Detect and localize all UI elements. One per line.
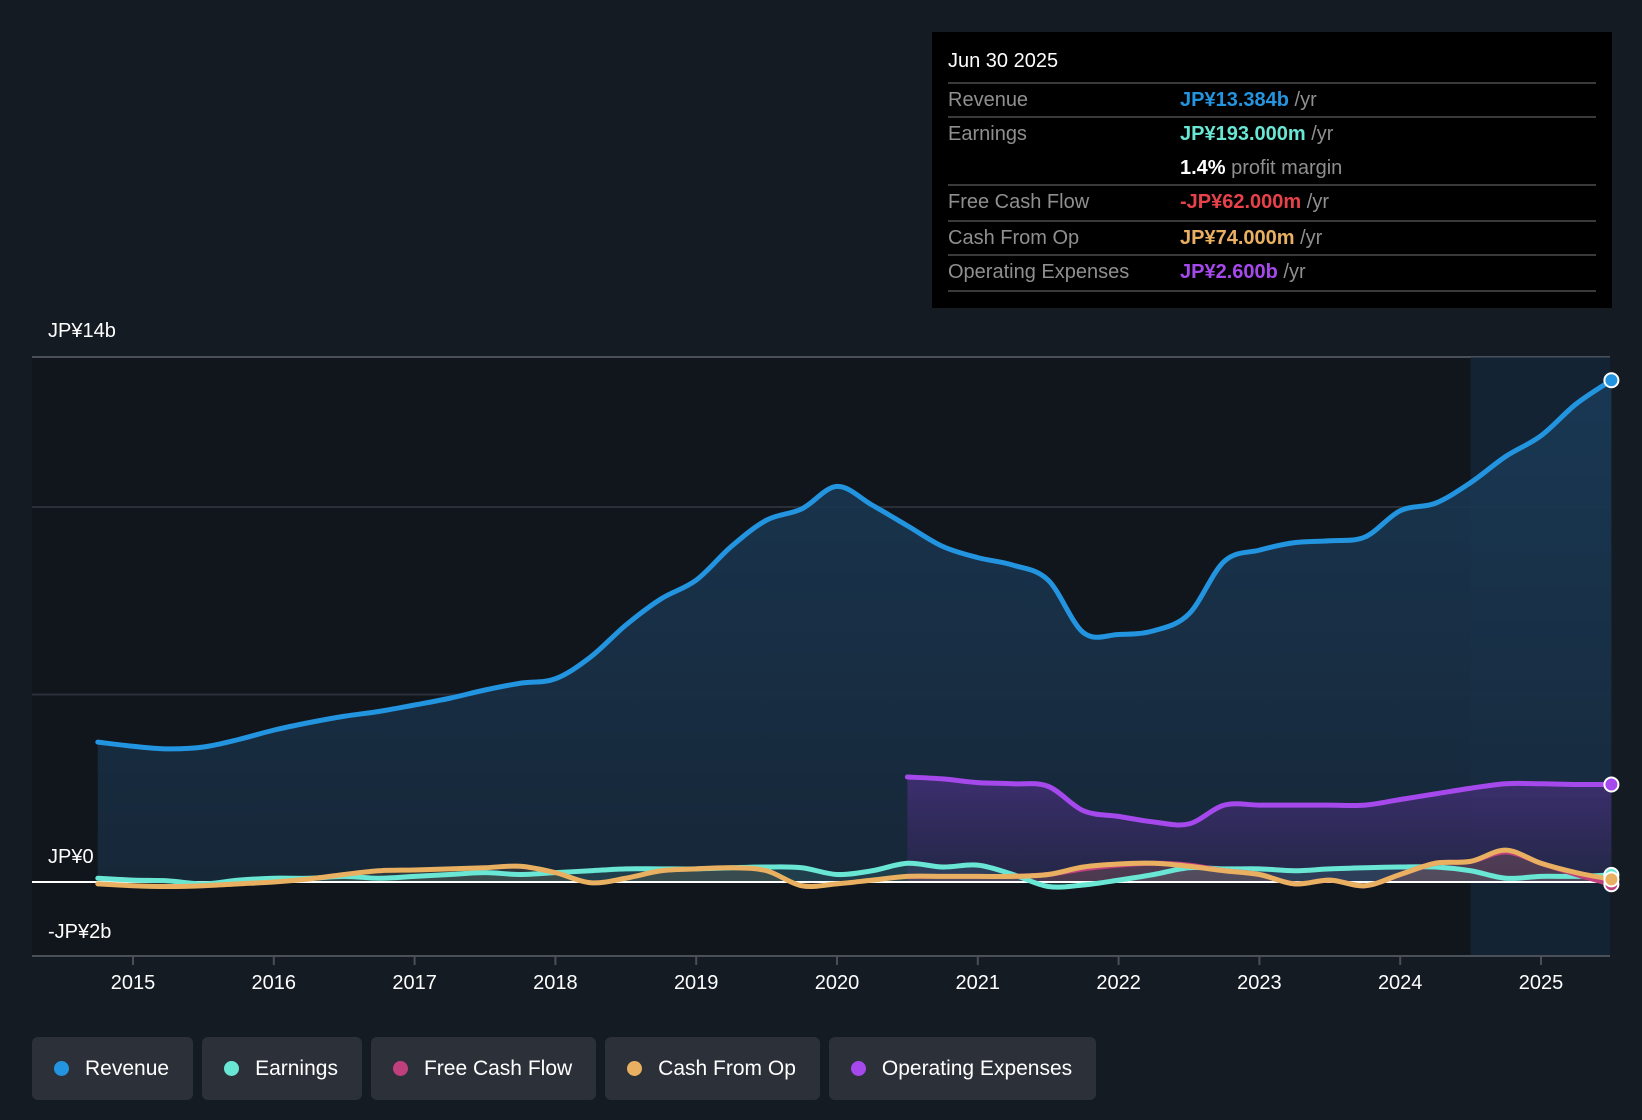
cash-from-op-dot-icon [627,1061,643,1076]
free-cash-flow-dot-icon [392,1061,408,1076]
legend-label: Operating Expenses [881,1056,1073,1080]
x-tick-label: 2015 [111,972,156,994]
tooltip-label: Earnings [948,123,1027,145]
operating-expenses-line [904,774,1614,828]
x-tick-label: 2022 [1096,972,1141,994]
tooltip-row-revenue: Revenue JP¥13.384b /yr [948,82,1596,118]
x-tick-label: 2025 [1519,972,1564,994]
x-tick-label: 2023 [1237,972,1282,994]
series-endpoints [1603,372,1620,893]
revenue-line [95,377,1614,752]
legend-label: Earnings [255,1056,338,1080]
legend-item-earnings[interactable]: Earnings [202,1037,362,1100]
operating-expenses-endpoint [1603,776,1620,793]
tooltip-row-opex: Operating Expenses JP¥2.600b /yr [948,254,1596,290]
tooltip-value: JP¥193.000m /yr [1180,123,1334,145]
series-lines [95,377,1614,890]
tooltip-row-earnings: Earnings JP¥193.000m /yr 1.4% profit mar… [948,116,1596,186]
tooltip-date: Jun 30 2025 [948,50,1059,72]
tooltip-profit-margin: 1.4% profit margin [1180,157,1343,179]
x-tick-label: 2018 [533,972,578,994]
tooltip-label: Cash From Op [948,227,1080,249]
revenue-area [97,380,1612,882]
x-tick-label: 2017 [392,972,437,994]
tooltip-value: JP¥13.384b /yr [1180,89,1317,111]
tooltip-value: -JP¥62.000m /yr [1180,191,1329,213]
data-tooltip: Jun 30 2025 Revenue JP¥13.384b /yr Earni… [932,32,1612,308]
free-cash-flow-area [907,851,1612,886]
operating-expenses-area [907,777,1612,882]
cash-from-op-endpoint [1603,871,1620,888]
tooltip-row-cfo: Cash From Op JP¥74.000m /yr [948,220,1596,256]
revenue-dot-icon [54,1061,69,1076]
x-tick-label: 2019 [674,972,719,994]
x-tick-label: 2016 [252,972,297,994]
x-axis-ticks: 2015 2016 2017 2018 2019 2020 2021 2022 2023 2024… [111,956,1564,994]
tooltip-value: JP¥74.000m /yr [1180,227,1323,249]
y-axis-label-bottom: -JP¥2b [48,921,112,943]
tooltip-label: Operating Expenses [948,261,1130,283]
legend-item-cash-from-op[interactable]: Cash From Op [605,1037,820,1100]
tooltip-label: Revenue [948,89,1029,111]
legend-item-free-cash-flow[interactable]: Free Cash Flow [370,1037,597,1100]
legend-label: Free Cash Flow [423,1056,573,1080]
tooltip-label: Free Cash Flow [948,191,1090,213]
tooltip-row-fcf: Free Cash Flow -JP¥62.000m /yr [948,184,1596,220]
cash-from-op-line [95,847,1614,890]
tooltip-divider [948,290,1596,292]
x-tick-label: 2024 [1378,972,1423,994]
y-axis-label-top: JP¥14b [48,320,116,342]
x-tick-label: 2020 [815,972,860,994]
cash-from-op-area [97,850,1612,887]
legend-label: Revenue [85,1056,170,1080]
legend-item-revenue[interactable]: Revenue [32,1037,194,1100]
legend-item-operating-expenses[interactable]: Operating Expenses [828,1037,1097,1100]
chart-legend: Revenue Earnings Free Cash Flow Cash Fro… [32,1037,1097,1100]
revenue-endpoint [1603,372,1620,389]
legend-label: Cash From Op [658,1056,796,1080]
tooltip-value: JP¥2.600b /yr [1180,261,1306,283]
earnings-dot-icon [224,1061,240,1076]
operating-expenses-dot-icon [850,1061,866,1076]
x-tick-label: 2021 [956,972,1001,994]
y-axis-label-zero: JP¥0 [48,846,94,868]
